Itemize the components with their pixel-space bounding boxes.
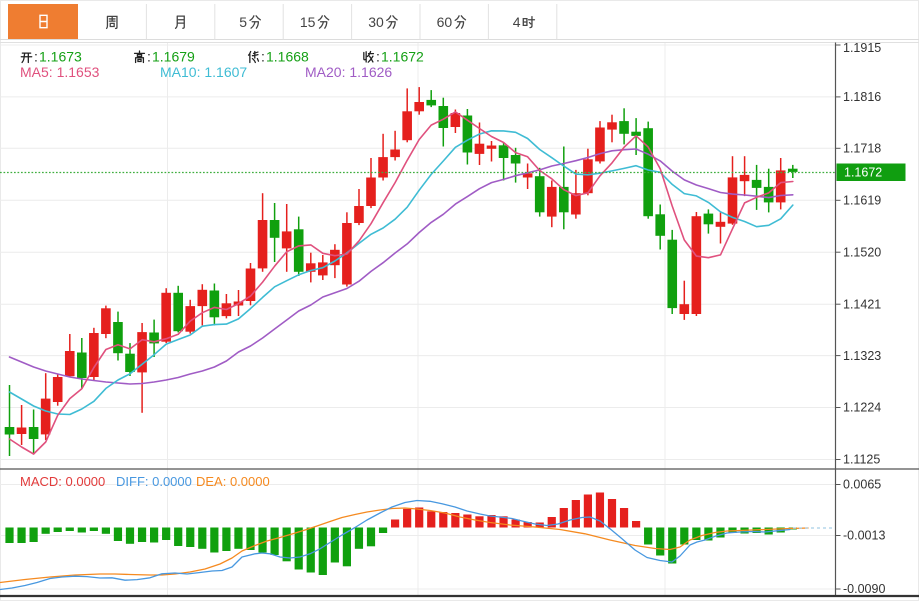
svg-text:1.1125: 1.1125	[843, 453, 880, 467]
svg-text:1.1668: 1.1668	[266, 49, 309, 65]
svg-text::: :	[261, 49, 265, 65]
svg-text::: :	[34, 49, 38, 65]
svg-text:1.1915: 1.1915	[843, 41, 881, 55]
svg-text:60: 60	[437, 14, 453, 30]
svg-text:1.1672: 1.1672	[844, 166, 882, 180]
svg-text:1.1619: 1.1619	[843, 194, 881, 208]
svg-text::: :	[147, 49, 151, 65]
svg-text:1.1520: 1.1520	[843, 245, 881, 259]
svg-text:MA5: 1.1653: MA5: 1.1653	[20, 64, 100, 80]
svg-text::: :	[376, 49, 380, 65]
svg-text:4: 4	[513, 14, 521, 30]
svg-text:-0.0090: -0.0090	[843, 582, 885, 596]
svg-text:DEA: 0.0000: DEA: 0.0000	[196, 474, 270, 489]
svg-text:1.1421: 1.1421	[843, 297, 881, 311]
svg-text:5: 5	[239, 14, 247, 30]
svg-text:1.1816: 1.1816	[843, 90, 881, 104]
svg-text:-0.0013: -0.0013	[843, 529, 885, 543]
svg-text:1.1224: 1.1224	[843, 401, 881, 415]
svg-text:1.1718: 1.1718	[843, 142, 881, 156]
svg-text:1.1673: 1.1673	[39, 49, 82, 65]
svg-text:MA10: 1.1607: MA10: 1.1607	[160, 64, 247, 80]
svg-text:DIFF: 0.0000: DIFF: 0.0000	[116, 474, 192, 489]
svg-text:0.0065: 0.0065	[843, 478, 881, 492]
svg-text:30: 30	[368, 14, 384, 30]
svg-text:1.1323: 1.1323	[843, 349, 881, 363]
svg-text:1.1679: 1.1679	[152, 49, 195, 65]
svg-text:MA20: 1.1626: MA20: 1.1626	[305, 64, 392, 80]
svg-text:15: 15	[300, 14, 316, 30]
svg-text:MACD: 0.0000: MACD: 0.0000	[20, 474, 105, 489]
svg-text:1.1672: 1.1672	[381, 49, 424, 65]
